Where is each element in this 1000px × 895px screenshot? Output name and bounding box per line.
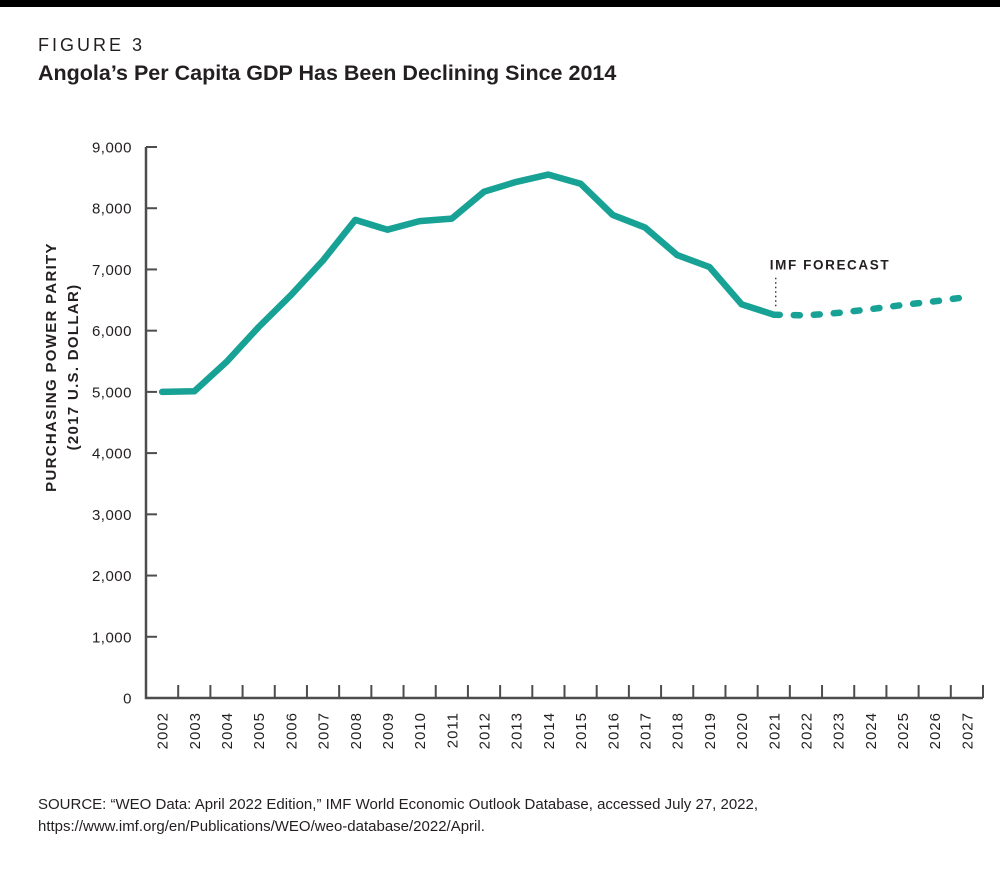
gdp-line-chart: 0 1,000 2,000 3,000 4,000 5,000 6,000 7,000 8,00… — [43, 140, 984, 749]
x-tick-label: 2025 — [895, 712, 912, 749]
x-tick-label: 2019 — [702, 712, 719, 749]
x-tick-label: 2011 — [444, 712, 461, 748]
y-axis-title-line1: PURCHASING POWER PARITY — [43, 242, 60, 492]
y-tick-label: 1,000 — [92, 629, 132, 646]
y-tick-label: 3,000 — [92, 507, 132, 524]
x-tick-label: 2018 — [670, 712, 687, 749]
y-tick-label: 7,000 — [92, 262, 132, 279]
y-tick-label: 9,000 — [92, 140, 132, 157]
x-tick-label: 2003 — [187, 712, 204, 749]
x-tick-label: 2020 — [734, 712, 751, 749]
x-tick-label: 2026 — [927, 712, 944, 749]
y-tick-label: 6,000 — [92, 323, 132, 340]
source-line-1: SOURCE: “WEO Data: April 2022 Edition,” … — [38, 796, 759, 813]
top-accent-bar — [0, 0, 1000, 7]
x-tick-labels: 2002 2003 2004 2005 2006 2007 2008 2009 2010 2011… — [155, 712, 977, 749]
imf-forecast-label: IMF FORECAST — [770, 258, 890, 273]
x-tick-label: 2017 — [638, 712, 655, 749]
x-tick-label: 2010 — [412, 712, 429, 749]
y-tick-label: 0 — [123, 691, 132, 708]
x-tick-label: 2027 — [959, 712, 976, 749]
x-tick-label: 2009 — [380, 712, 397, 749]
axis-lines — [144, 147, 983, 700]
y-tick-label: 2,000 — [92, 568, 132, 585]
chart-canvas: 0 1,000 2,000 3,000 4,000 5,000 6,000 7,000 8,00… — [43, 140, 984, 749]
x-tick-label: 2022 — [798, 712, 815, 749]
x-tick-label: 2014 — [541, 712, 558, 749]
x-tick-label: 2021 — [766, 712, 783, 749]
x-tick-label: 2004 — [219, 712, 236, 749]
x-tick-label: 2024 — [863, 712, 880, 749]
x-tick-label: 2016 — [605, 712, 622, 749]
chart-title: Angola’s Per Capita GDP Has Been Declini… — [38, 61, 617, 85]
source-line-2: https://www.imf.org/en/Publications/WEO/… — [38, 818, 485, 835]
x-tick-label: 2012 — [477, 712, 494, 749]
x-tick-label: 2002 — [155, 712, 172, 749]
x-tick-label: 2008 — [348, 712, 365, 749]
figure-label: FIGURE 3 — [38, 35, 146, 55]
series-imf-forecast — [770, 293, 971, 319]
y-axis-title: PURCHASING POWER PARITY (2017 U.S. DOLLAR… — [43, 242, 82, 492]
axes — [144, 147, 983, 700]
tick-marks — [146, 146, 984, 698]
x-tick-label: 2015 — [573, 712, 590, 749]
y-axis-title-line2: (2017 U.S. DOLLAR) — [65, 284, 82, 451]
x-tick-label: 2013 — [509, 712, 526, 749]
x-tick-label: 2006 — [283, 712, 300, 749]
series-historical — [158, 171, 778, 396]
y-tick-label: 4,000 — [92, 446, 132, 463]
source-note: SOURCE: “WEO Data: April 2022 Edition,” … — [38, 794, 968, 838]
y-tick-label: 5,000 — [92, 384, 132, 401]
x-tick-label: 2023 — [831, 712, 848, 749]
y-tick-labels: 0 1,000 2,000 3,000 4,000 5,000 6,000 7,000 8,00… — [92, 140, 132, 708]
x-tick-label: 2007 — [316, 712, 333, 749]
x-tick-label: 2005 — [251, 712, 268, 749]
y-tick-label: 8,000 — [92, 201, 132, 218]
